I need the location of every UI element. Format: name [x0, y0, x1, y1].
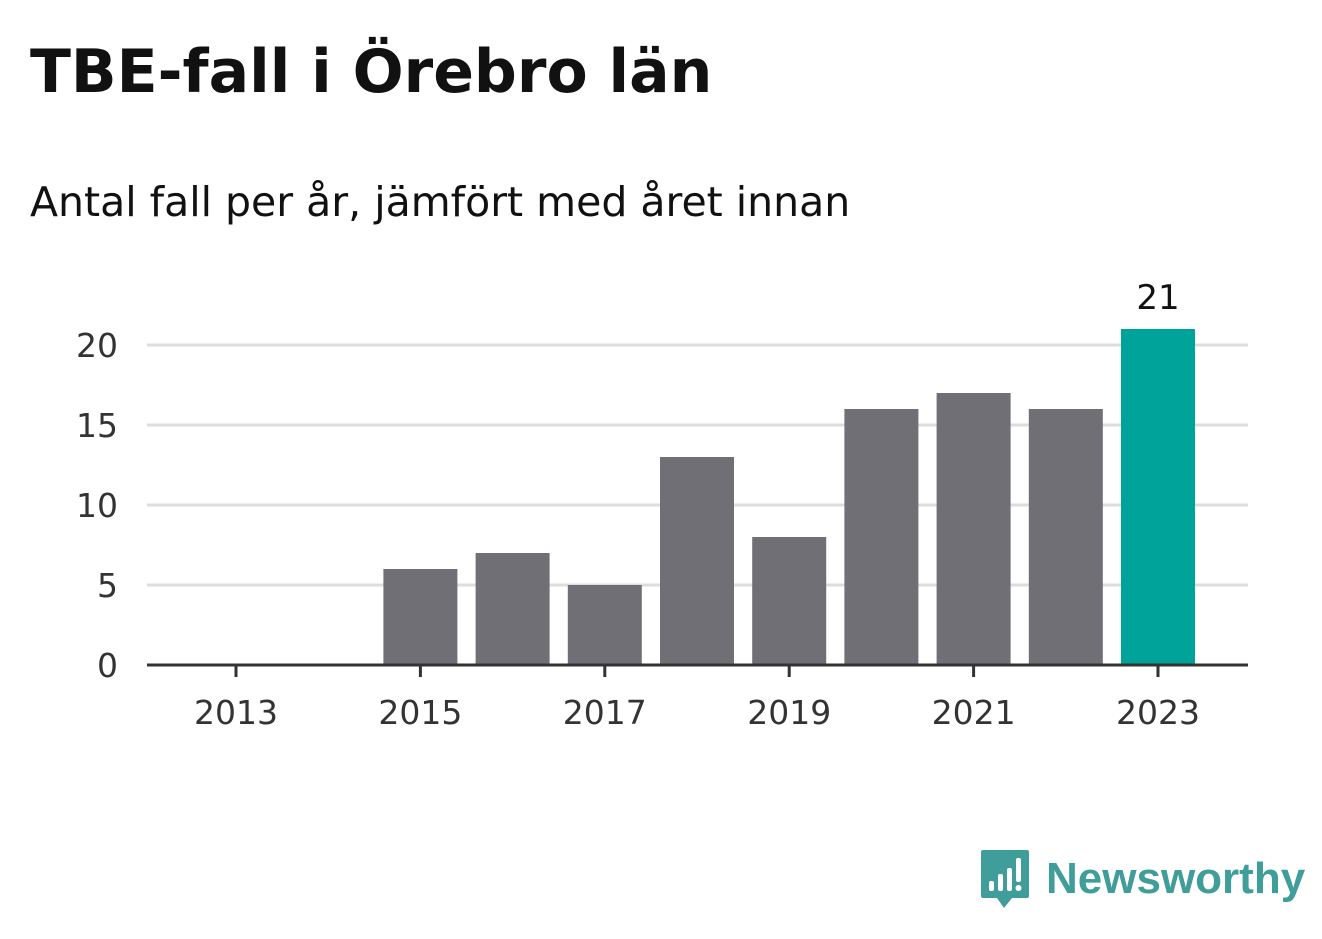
data-label-2023: 21 [1136, 278, 1179, 318]
y-tick-label: 5 [97, 566, 118, 605]
axes [147, 663, 1248, 677]
y-tick-label: 20 [76, 326, 118, 365]
x-tick-label: 2019 [747, 693, 831, 732]
x-tick-label: 2013 [194, 693, 278, 732]
y-tick-label: 10 [76, 486, 118, 525]
x-tick-label: 2023 [1116, 693, 1200, 732]
bar-2016 [475, 553, 550, 665]
y-tick-label: 0 [97, 646, 118, 685]
bar-2018 [660, 457, 734, 665]
x-tick-label: 2021 [932, 693, 1016, 732]
x-tick-label: 2017 [563, 693, 647, 732]
chart-title: TBE-fall i Örebro län [30, 37, 713, 107]
newsworthy-logo: Newsworthy [980, 848, 1305, 910]
bar-2020 [844, 409, 919, 665]
brand-name: Newsworthy [1046, 854, 1306, 903]
bar-2017 [567, 585, 642, 665]
labels: 0 5 10 15 20 2013 2015 2017 2019 2021 2023 21 [76, 278, 1200, 732]
bar-chart: 0 5 10 15 20 2013 2015 2017 2019 2021 2023 21 [76, 278, 1248, 732]
newsworthy-logo-icon [981, 850, 1029, 908]
chart-subtitle: Antal fall per år, jämfört med året inna… [30, 178, 851, 226]
bars [383, 329, 1195, 665]
bar-2015 [383, 569, 458, 665]
x-tick-label: 2015 [378, 693, 462, 732]
bar-2021 [936, 393, 1011, 665]
bar-2019 [752, 537, 827, 665]
bar-2023 [1121, 329, 1195, 665]
bar-2022 [1028, 409, 1103, 665]
y-tick-label: 15 [76, 406, 118, 445]
